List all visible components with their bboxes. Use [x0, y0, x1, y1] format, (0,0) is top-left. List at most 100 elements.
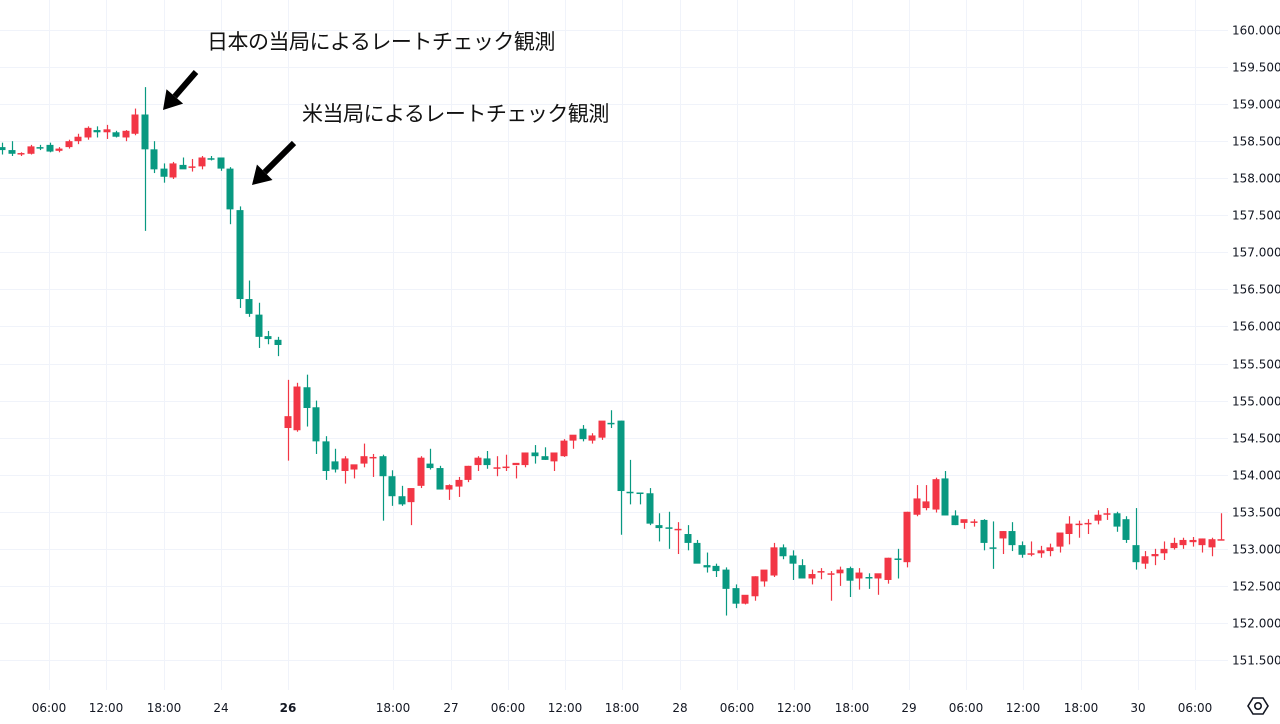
candle	[798, 559, 806, 579]
candle	[674, 522, 682, 555]
candle	[1122, 516, 1130, 543]
x-axis-tick-label: 18:00	[835, 701, 870, 715]
candle	[684, 525, 692, 551]
candle	[913, 485, 921, 517]
candle	[588, 433, 596, 444]
candle	[179, 157, 187, 170]
candle	[836, 566, 844, 586]
candle	[741, 594, 749, 605]
candle	[236, 206, 244, 308]
y-axis-tick-label: 154.500	[1232, 432, 1280, 446]
candle	[1103, 508, 1111, 520]
candle	[379, 454, 387, 521]
candle	[122, 130, 130, 142]
candle	[846, 566, 854, 598]
candle	[817, 568, 825, 580]
candle	[1046, 543, 1054, 557]
candle	[808, 569, 816, 585]
candle	[960, 519, 968, 529]
candle	[350, 464, 358, 479]
y-axis-tick-label: 156.000	[1232, 320, 1280, 334]
x-axis-tick-label: 06:00	[491, 701, 526, 715]
candle	[464, 465, 472, 483]
candle	[17, 152, 25, 157]
x-axis-tick-label: 12:00	[89, 701, 124, 715]
candle	[27, 144, 35, 155]
x-axis-tick-label: 06:00	[720, 701, 755, 715]
candle	[493, 456, 501, 477]
candle	[1075, 520, 1083, 538]
candle	[770, 542, 778, 578]
candle	[483, 451, 491, 469]
candle	[1141, 551, 1149, 569]
candle	[789, 550, 797, 580]
y-axis-tick-label: 155.500	[1232, 358, 1280, 372]
candle	[989, 521, 997, 569]
candle	[1027, 541, 1035, 557]
candle	[445, 484, 453, 500]
candle	[712, 563, 720, 578]
candle	[1056, 532, 1064, 553]
candle	[855, 568, 863, 590]
candle	[55, 147, 63, 153]
y-axis-tick-label: 157.500	[1232, 209, 1280, 223]
annotation-arrow	[252, 140, 297, 185]
candle	[703, 552, 711, 573]
candle	[665, 511, 673, 549]
x-axis-tick-label: 18:00	[1064, 701, 1099, 715]
candle	[970, 519, 978, 527]
candle	[932, 477, 940, 513]
candle	[150, 141, 158, 174]
candle	[1018, 541, 1026, 558]
y-axis-tick-label: 158.000	[1232, 172, 1280, 186]
candle	[560, 439, 568, 457]
candle	[894, 548, 902, 579]
x-axis-tick-label: 24	[213, 701, 228, 715]
x-axis-tick-label: 26	[280, 701, 297, 715]
candle	[341, 456, 349, 484]
candle	[1094, 510, 1102, 525]
candle	[93, 126, 101, 138]
candle	[284, 379, 292, 461]
candle	[188, 158, 196, 172]
candle	[0, 142, 6, 155]
candle	[131, 108, 139, 136]
candle	[751, 576, 759, 601]
candle	[722, 567, 730, 616]
candle	[760, 569, 768, 587]
annotation-japan-rate-check: 日本の当局によるレートチェック観測	[207, 30, 555, 54]
candle	[46, 142, 54, 153]
candle	[369, 453, 377, 477]
candle	[636, 492, 644, 505]
candle	[455, 476, 463, 497]
chart-settings-icon[interactable]	[1246, 695, 1270, 717]
candle	[1217, 513, 1225, 541]
candle	[407, 488, 415, 526]
y-axis-tick-label: 157.000	[1232, 246, 1280, 260]
candle	[1084, 519, 1092, 535]
x-axis-tick-label: 30	[1130, 701, 1145, 715]
candle	[1170, 537, 1178, 550]
candle	[1132, 508, 1140, 570]
candle	[579, 425, 587, 442]
y-axis-tick-label: 159.000	[1232, 98, 1280, 112]
candle	[245, 280, 253, 317]
x-axis-tick-label: 06:00	[1178, 701, 1213, 715]
candle	[502, 454, 510, 472]
candle	[626, 459, 634, 505]
candle	[160, 163, 168, 183]
candle	[521, 452, 529, 468]
candle	[598, 420, 606, 440]
candle	[512, 462, 520, 479]
candle	[417, 456, 425, 489]
y-axis-tick-label: 158.500	[1232, 135, 1280, 149]
candle	[274, 336, 282, 357]
candle	[1037, 545, 1045, 558]
candle	[312, 400, 320, 454]
candle	[617, 420, 625, 535]
candle	[226, 167, 234, 225]
x-axis-tick-label: 29	[901, 701, 916, 715]
candle	[655, 513, 663, 542]
